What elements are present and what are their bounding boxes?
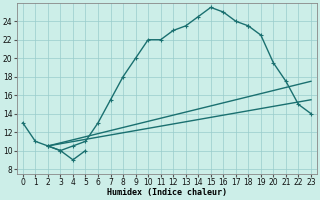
X-axis label: Humidex (Indice chaleur): Humidex (Indice chaleur) — [107, 188, 227, 197]
